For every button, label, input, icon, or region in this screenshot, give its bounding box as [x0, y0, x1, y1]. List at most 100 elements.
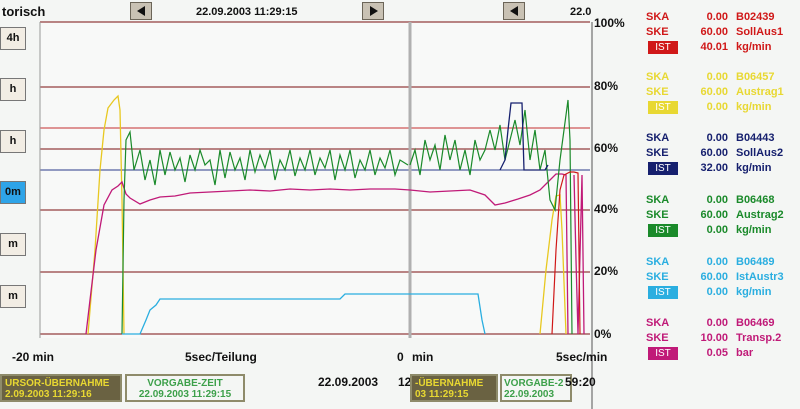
- legend-ske-value: 10.00: [700, 332, 728, 344]
- legend-unit: kg/min: [736, 101, 772, 113]
- legend-row-ske: SKE 60.00 SollAus2: [600, 146, 800, 161]
- legend-ske-label: SKE: [646, 209, 669, 221]
- next-button[interactable]: [362, 2, 384, 20]
- legend-unit: kg/min: [736, 286, 772, 298]
- series-magenta-right: [573, 174, 585, 335]
- legend-ska-label: SKA: [646, 317, 670, 329]
- legend-name: SollAus2: [736, 147, 784, 159]
- legend-row-ska: SKA 0.00 B06489: [600, 255, 800, 270]
- series-red: [551, 171, 581, 335]
- legend-tag: B06468: [736, 194, 775, 206]
- arrow-left-icon: [510, 6, 518, 16]
- legend-ska-label: SKA: [646, 194, 670, 206]
- y-tick-80: 80%: [594, 79, 619, 93]
- cursor-takeover-button-right[interactable]: -ÜBERNAHME 03 11:29:15: [410, 374, 498, 402]
- legend-tag: B06469: [736, 317, 775, 329]
- series-yellow: [87, 94, 125, 335]
- legend-row-ske: SKE 60.00 SollAus1: [600, 25, 800, 40]
- legend-row-ske: SKE 60.00 Austrag2: [600, 208, 800, 223]
- legend-row-ist: IST 40.01 kg/min: [600, 40, 800, 55]
- legend-unit: kg/min: [736, 162, 772, 174]
- window-title: torisch: [2, 4, 46, 19]
- legend-name: Austrag1: [736, 86, 784, 98]
- legend-ske-value: 60.00: [700, 271, 728, 283]
- y-tick-40: 40%: [594, 202, 619, 216]
- series-magenta: [85, 173, 569, 335]
- legend-ska-label: SKA: [646, 11, 670, 23]
- legend-row-ist: IST 32.00 kg/min: [600, 161, 800, 176]
- legend-ske-label: SKE: [646, 147, 669, 159]
- legend-name: Transp.2: [736, 332, 782, 344]
- ist-badge: IST: [648, 286, 678, 299]
- ist-badge: IST: [648, 41, 678, 54]
- zoom-button-h[interactable]: h: [0, 130, 26, 153]
- legend-tag: B06489: [736, 256, 775, 268]
- series-green: [121, 129, 409, 335]
- cursor-takeover-time-right: 03 11:29:15: [415, 389, 469, 400]
- legend-ska-value: 0.00: [706, 11, 728, 23]
- series-navy: [499, 102, 549, 171]
- legend-ist-value: 0.05: [706, 347, 728, 359]
- ist-badge: IST: [648, 162, 678, 175]
- legend-ska-value: 0.00: [706, 256, 728, 268]
- legend-ska-label: SKA: [646, 71, 670, 83]
- legend-ske-value: 60.00: [700, 147, 728, 159]
- cursor-takeover-label-right: -ÜBERNAHME: [415, 378, 484, 389]
- nav-datetime-right: 22.0: [570, 6, 592, 18]
- legend-unit: kg/min: [736, 41, 772, 53]
- preset-time-button-right[interactable]: VORGABE-2 22.09.2003: [500, 374, 572, 402]
- legend-name: IstAustr3: [736, 271, 784, 283]
- legend-unit: bar: [736, 347, 754, 359]
- ist-badge: IST: [648, 101, 678, 114]
- legend-ska-value: 0.00: [706, 71, 728, 83]
- legend-tag: B04443: [736, 132, 775, 144]
- series-green-right: [409, 99, 573, 335]
- legend-tag: B06457: [736, 71, 775, 83]
- arrow-right-icon: [370, 6, 378, 16]
- legend-row-ska: SKA 0.00 B06469: [600, 316, 800, 331]
- prev-button[interactable]: [130, 2, 152, 20]
- legend-ske-label: SKE: [646, 26, 669, 38]
- x-axis-end: 0: [397, 350, 404, 364]
- legend-row-ist: IST 0.00 kg/min: [600, 100, 800, 115]
- legend-name: SollAus1: [736, 26, 784, 38]
- legend-ist-value: 0.00: [706, 224, 728, 236]
- legend-panel: SKA 0.00 B02439 SKE 60.00 SollAus1 IST 40.01 kg/…: [600, 0, 800, 409]
- zoom-button-10m[interactable]: 0m: [0, 181, 26, 204]
- x-axis-division: 5sec/Teilung: [185, 350, 257, 364]
- series-cyan: [122, 293, 486, 335]
- legend-tag: B02439: [736, 11, 775, 23]
- legend-ska-label: SKA: [646, 256, 670, 268]
- legend-unit: kg/min: [736, 224, 772, 236]
- footer-date-tail: 12: [398, 375, 412, 389]
- zoom-button-m[interactable]: m: [0, 233, 26, 256]
- legend-row-ske: SKE 60.00 IstAustr3: [600, 270, 800, 285]
- prev-button-right[interactable]: [503, 2, 525, 20]
- arrow-left-icon: [137, 6, 145, 16]
- preset-time-value-right: 22.09.2003: [504, 389, 555, 400]
- legend-row-ska: SKA 0.00 B06468: [600, 193, 800, 208]
- legend-ist-value: 32.00: [700, 162, 728, 174]
- legend-row-ske: SKE 10.00 Transp.2: [600, 331, 800, 346]
- legend-ske-value: 60.00: [700, 86, 728, 98]
- footer-date: 22.09.2003: [318, 375, 379, 389]
- zoom-button-4h[interactable]: 4h: [0, 27, 26, 50]
- cursor-takeover-button[interactable]: URSOR-ÜBERNAHME 2.09.2003 11:29:16: [0, 374, 122, 402]
- y-tick-0: 0%: [594, 327, 612, 341]
- chart-background: [40, 22, 590, 338]
- cursor-takeover-time: 2.09.2003 11:29:16: [5, 389, 92, 400]
- legend-ske-value: 60.00: [700, 209, 728, 221]
- legend-row-ska: SKA 0.00 B06457: [600, 70, 800, 85]
- cursor-takeover-label: URSOR-ÜBERNAHME: [5, 378, 110, 389]
- y-tick-100: 100%: [594, 16, 625, 30]
- zoom-button-m2[interactable]: m: [0, 285, 26, 308]
- footer-time-tail: 59:20: [565, 375, 596, 389]
- legend-ist-value: 0.00: [706, 101, 728, 113]
- y-tick-60: 60%: [594, 141, 619, 155]
- legend-ska-label: SKA: [646, 132, 670, 144]
- preset-time-value: 22.09.2003 11:29:15: [138, 389, 232, 400]
- zoom-button-1h[interactable]: h: [0, 78, 26, 101]
- preset-time-button[interactable]: VORGABE-ZEIT 22.09.2003 11:29:15: [125, 374, 245, 402]
- legend-ska-value: 0.00: [706, 194, 728, 206]
